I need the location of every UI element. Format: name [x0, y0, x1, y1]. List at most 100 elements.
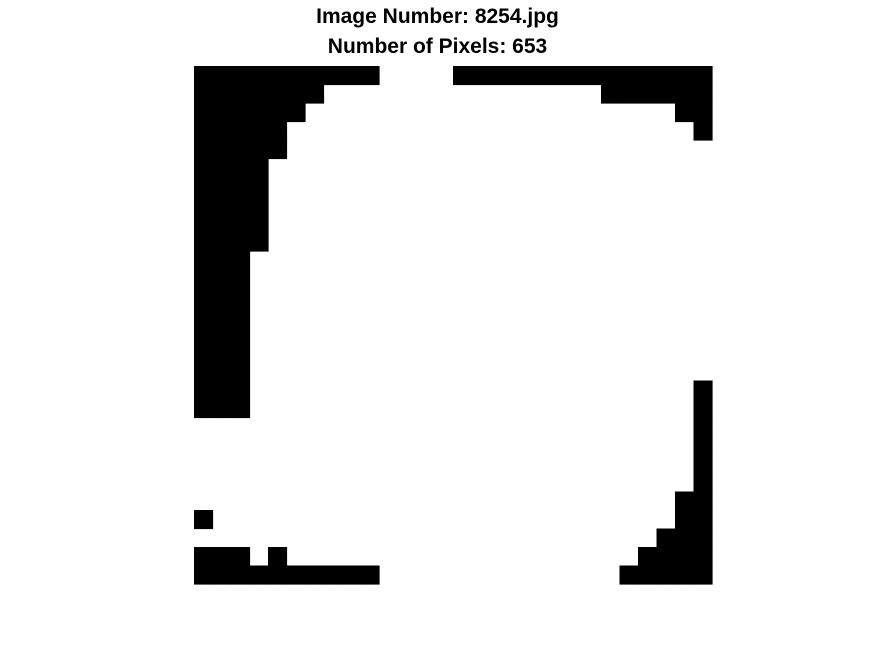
pixel-foreground: [638, 84, 658, 104]
pixel-foreground: [305, 565, 325, 585]
pixel-foreground: [231, 343, 251, 363]
pixel-foreground: [194, 510, 214, 530]
pixel-foreground: [286, 103, 306, 123]
pixel-foreground: [693, 565, 713, 585]
pixel-foreground: [249, 66, 269, 86]
pixel-foreground: [194, 399, 214, 419]
pixel-foreground: [231, 84, 251, 104]
pixel-foreground: [231, 140, 251, 160]
pixel-foreground: [249, 214, 269, 234]
pixel-foreground: [675, 547, 695, 567]
pixel-foreground: [194, 140, 214, 160]
pixel-foreground: [508, 66, 528, 86]
pixel-foreground: [693, 380, 713, 400]
pixel-foreground: [212, 232, 232, 252]
pixel-foreground: [231, 306, 251, 326]
pixel-foreground: [268, 121, 288, 141]
pixel-foreground: [212, 84, 232, 104]
pixel-foreground: [249, 195, 269, 215]
pixel-foreground: [693, 491, 713, 511]
pixel-foreground: [360, 565, 380, 585]
pixel-foreground: [212, 306, 232, 326]
pixel-foreground: [656, 565, 676, 585]
pixel-foreground: [619, 84, 639, 104]
pixel-foreground: [656, 547, 676, 567]
pixel-foreground: [249, 158, 269, 178]
pixel-foreground: [453, 66, 473, 86]
pixel-foreground: [212, 362, 232, 382]
pixel-foreground: [286, 565, 306, 585]
pixel-foreground: [268, 66, 288, 86]
pixel-foreground: [268, 140, 288, 160]
pixel-foreground: [286, 66, 306, 86]
pixel-foreground: [212, 269, 232, 289]
pixel-foreground: [231, 214, 251, 234]
pixel-foreground: [286, 84, 306, 104]
pixel-foreground: [619, 565, 639, 585]
pixel-foreground: [249, 177, 269, 197]
pixel-foreground: [323, 565, 343, 585]
pixel-foreground: [194, 158, 214, 178]
pixel-foreground: [601, 84, 621, 104]
figure-title-pixel-count: Number of Pixels: 653: [327, 35, 548, 58]
pixel-foreground: [693, 103, 713, 123]
pixel-foreground: [212, 565, 232, 585]
pixel-foreground: [212, 214, 232, 234]
pixel-foreground: [212, 66, 232, 86]
pixel-foreground: [305, 66, 325, 86]
pixel-foreground: [231, 232, 251, 252]
pixel-foreground: [249, 103, 269, 123]
pixel-foreground: [194, 547, 214, 567]
pixel-foreground: [194, 269, 214, 289]
pixel-foreground: [194, 325, 214, 345]
pixel-foreground: [693, 454, 713, 474]
pixel-foreground: [231, 288, 251, 308]
pixel-foreground: [212, 195, 232, 215]
pixel-foreground: [231, 251, 251, 271]
pixel-foreground: [231, 565, 251, 585]
pixel-foreground: [194, 84, 214, 104]
pixel-foreground: [212, 140, 232, 160]
pixel-foreground: [231, 103, 251, 123]
pixel-foreground: [638, 565, 658, 585]
pixel-foreground: [231, 380, 251, 400]
pixel-foreground: [194, 232, 214, 252]
pixel-foreground: [675, 66, 695, 86]
pixel-foreground: [194, 177, 214, 197]
pixel-foreground: [268, 103, 288, 123]
pixel-foreground: [675, 491, 695, 511]
pixel-foreground: [471, 66, 491, 86]
pixel-foreground: [693, 417, 713, 437]
pixel-foreground: [675, 565, 695, 585]
pixel-foreground: [693, 399, 713, 419]
pixel-foreground: [305, 84, 325, 104]
pixel-foreground: [249, 84, 269, 104]
pixel-foreground: [231, 121, 251, 141]
figure-title-image-number: Image Number: 8254.jpg: [316, 5, 559, 28]
pixel-foreground: [656, 66, 676, 86]
pixel-foreground: [212, 399, 232, 419]
pixel-foreground: [675, 528, 695, 548]
pixel-foreground: [231, 325, 251, 345]
pixel-foreground: [212, 103, 232, 123]
pixel-foreground: [212, 325, 232, 345]
pixel-foreground: [693, 547, 713, 567]
pixel-foreground: [231, 547, 251, 567]
pixel-foreground: [231, 362, 251, 382]
pixel-foreground: [545, 66, 565, 86]
pixel-foreground: [231, 158, 251, 178]
pixel-foreground: [638, 66, 658, 86]
pixel-foreground: [268, 84, 288, 104]
pixel-foreground: [249, 121, 269, 141]
pixel-foreground: [268, 547, 288, 567]
pixel-foreground: [656, 84, 676, 104]
pixel-foreground: [693, 84, 713, 104]
pixel-foreground: [693, 66, 713, 86]
pixel-foreground: [360, 66, 380, 86]
pixel-foreground: [231, 195, 251, 215]
pixel-foreground: [212, 251, 232, 271]
pixel-foreground: [194, 288, 214, 308]
pixel-foreground: [194, 66, 214, 86]
pixel-foreground: [527, 66, 547, 86]
pixel-foreground: [194, 121, 214, 141]
